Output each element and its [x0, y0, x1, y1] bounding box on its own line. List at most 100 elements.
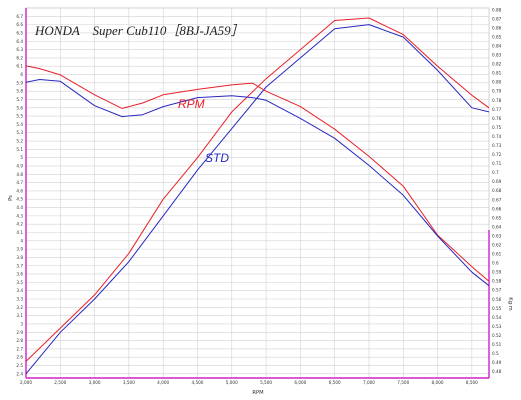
- y-right-tick-label: 0.56: [492, 297, 502, 302]
- y-left-tick-label: 6.1: [16, 64, 23, 69]
- series-line-1: [25, 24, 490, 375]
- x-tick-labels: 2,000 2,500 3,000 3,500 4,000 4,500 5,000 5,500…: [20, 380, 478, 385]
- y-left-tick-label: 6.6: [16, 22, 23, 27]
- y-left-tick-label: 4.3: [16, 213, 23, 218]
- y-right-tick-label: 0.83: [492, 53, 502, 58]
- y-left-tick-label: 6: [20, 72, 23, 77]
- left-tick-labels: 6.7 6.6 6.5 6.4 6.3 6.2 6.1 6 5.9 5.8 5.7 5.6 5.5 5.4…: [16, 14, 23, 377]
- y-right-tick-label: 0.84: [492, 43, 502, 48]
- y-left-tick-label: 2.9: [16, 330, 23, 335]
- x-tick-label: 8,000: [432, 380, 444, 385]
- y-right-tick-label: 0.49: [492, 360, 502, 365]
- y-left-tick-label: 3.7: [16, 263, 23, 268]
- y-right-tick-label: 0.73: [492, 143, 502, 148]
- y-left-tick-label: 4.8: [16, 172, 23, 177]
- x-tick-label: 6,500: [329, 380, 341, 385]
- y-right-tick-label: 0.51: [492, 342, 502, 347]
- y-left-tick-label: 6.2: [16, 55, 23, 60]
- y-right-tick-label: 0.53: [492, 324, 502, 329]
- y-right-tick-label: 0.58: [492, 279, 502, 284]
- series-label-rpm: RPM: [178, 97, 205, 111]
- y-right-tick-label: 0.86: [492, 25, 502, 30]
- y-right-tick-label: 0.81: [492, 71, 502, 76]
- x-tick-label: 3,000: [89, 380, 101, 385]
- y-left-tick-label: 3.3: [16, 297, 23, 302]
- y-left-tick-label: 2.7: [16, 346, 23, 351]
- y-left-tick-label: 2.8: [16, 338, 23, 343]
- y-right-tick-label: 0.48: [492, 369, 502, 374]
- y-right-tick-label: 0.88: [492, 7, 502, 12]
- y-left-tick-label: 4.4: [16, 205, 23, 210]
- y-left-tick-label: 4: [20, 238, 23, 243]
- y-right-tick-label: 0.67: [492, 197, 502, 202]
- y-right-tick-label: 0.75: [492, 125, 502, 130]
- series-lines: [25, 17, 490, 375]
- y-right-tick-label: 0.62: [492, 243, 502, 248]
- y-right-tick-label: 0.79: [492, 89, 502, 94]
- y-left-tick-label: 5.2: [16, 139, 23, 144]
- y-right-tick-label: 0.82: [492, 62, 502, 67]
- y-left-tick-label: 2.4: [16, 371, 23, 376]
- y-left-tick-label: 5.8: [16, 89, 23, 94]
- y-left-tick-label: 4.6: [16, 188, 23, 193]
- chart-title: HONDA Super Cub110［8BJ-JA59］: [34, 23, 244, 38]
- x-tick-label: 8,500: [466, 380, 478, 385]
- y-left-tick-label: 3.2: [16, 305, 23, 310]
- y-left-tick-label: 6.5: [16, 30, 23, 35]
- y-left-tick-label: 3.9: [16, 247, 23, 252]
- y-axis-label-left: Ps: [8, 195, 14, 201]
- y-right-tick-label: 0.55: [492, 306, 502, 311]
- x-tick-label: 6,000: [294, 380, 306, 385]
- y-left-tick-label: 4.1: [16, 230, 23, 235]
- y-right-tick-label: 0.74: [492, 134, 502, 139]
- y-left-tick-label: 3.6: [16, 272, 23, 277]
- y-left-tick-label: 6.7: [16, 14, 23, 19]
- y-right-tick-label: 0.57: [492, 288, 502, 293]
- y-left-tick-label: 5.6: [16, 105, 23, 110]
- y-left-tick-label: 5.7: [16, 97, 23, 102]
- right-tick-labels: 0.88 0.87 0.86 0.85 0.84 0.83 0.82 0.81 0.80 0.79…: [492, 7, 502, 374]
- y-right-tick-label: 0.76: [492, 116, 502, 121]
- y-left-tick-label: 3.1: [16, 313, 23, 318]
- y-right-tick-label: 0.52: [492, 333, 502, 338]
- y-left-tick-label: 5.9: [16, 80, 23, 85]
- y-right-tick-label: 0.65: [492, 215, 502, 220]
- x-axis-label: RPM: [252, 390, 263, 396]
- y-left-tick-label: 6.3: [16, 47, 23, 52]
- y-left-tick-label: 3.5: [16, 280, 23, 285]
- y-right-tick-label: 0.63: [492, 233, 502, 238]
- y-right-tick-label: 0.54: [492, 315, 502, 320]
- x-tick-label: 7,500: [397, 380, 409, 385]
- y-left-tick-label: 4.2: [16, 222, 23, 227]
- y-right-tick-label: 0.6: [492, 261, 499, 266]
- y-right-tick-label: 0.5: [492, 351, 499, 356]
- y-right-tick-label: 0.59: [492, 270, 502, 275]
- y-left-tick-label: 5.5: [16, 114, 23, 119]
- y-right-tick-label: 0.64: [492, 224, 502, 229]
- y-left-tick-label: 2.5: [16, 363, 23, 368]
- y-left-tick-label: 4.9: [16, 163, 23, 168]
- x-tick-label: 7,000: [363, 380, 375, 385]
- x-tick-label: 4,500: [191, 380, 203, 385]
- series-line-3: [25, 79, 490, 287]
- y-axis-label-right: Kg·m: [507, 297, 513, 310]
- y-right-tick-label: 0.61: [492, 252, 502, 257]
- y-right-tick-label: 0.68: [492, 188, 502, 193]
- x-tick-label: 5,500: [260, 380, 272, 385]
- series-line-0: [25, 17, 490, 362]
- y-right-tick-label: 0.7: [492, 170, 499, 175]
- x-tick-label: 4,000: [157, 380, 169, 385]
- x-tick-label: 2,000: [20, 380, 32, 385]
- y-left-tick-label: 5: [20, 155, 23, 160]
- x-tick-label: 5,000: [226, 380, 238, 385]
- y-right-tick-label: 0.77: [492, 107, 502, 112]
- y-right-tick-label: 0.85: [492, 34, 502, 39]
- y-left-tick-label: 3: [20, 321, 23, 326]
- y-right-tick-label: 0.78: [492, 98, 502, 103]
- x-tick-label: 3,500: [123, 380, 135, 385]
- y-right-tick-label: 0.71: [492, 161, 502, 166]
- x-tick-label: 2,500: [54, 380, 66, 385]
- y-right-tick-label: 0.87: [492, 16, 502, 21]
- y-left-tick-label: 5.1: [16, 147, 23, 152]
